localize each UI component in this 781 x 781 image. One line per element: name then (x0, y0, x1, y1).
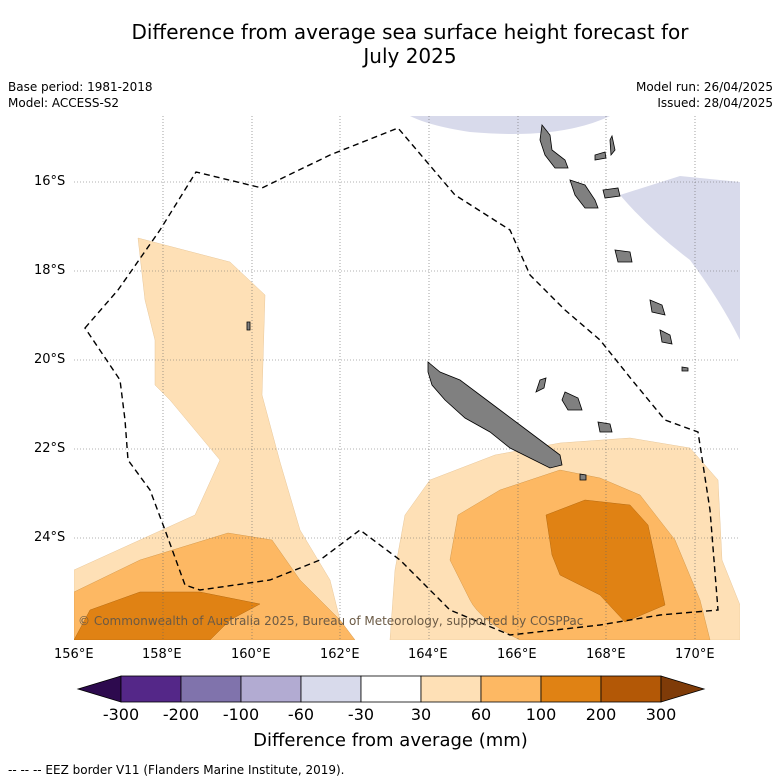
colorbar-segment (540, 675, 602, 703)
colorbar-extend-low (76, 675, 122, 703)
lat-label: 16°S (34, 174, 66, 189)
colorbar-segment (240, 675, 302, 703)
vanuatu-island-5 (602, 187, 621, 199)
lon-label: 156°E (54, 647, 94, 662)
eez-border (84, 127, 719, 636)
colorbar-tick-label: -200 (162, 705, 200, 724)
graticule (74, 116, 740, 640)
island-south (579, 473, 587, 481)
colorbar-segment (180, 675, 242, 703)
colorbar-segment (120, 675, 182, 703)
lon-label: 158°E (142, 647, 182, 662)
lat-label: 18°S (34, 263, 66, 278)
colorbar-tick-label: 300 (645, 705, 677, 724)
colorbar-tick-label: -60 (287, 705, 315, 724)
island-east-2 (659, 329, 673, 345)
eez-legend-note: -- -- -- EEZ border V11 (Flanders Marine… (8, 763, 345, 777)
anomaly-100-200-west (74, 591, 261, 640)
lon-label: 164°E (408, 647, 448, 662)
new-caledonia-island (427, 361, 563, 469)
vanuatu-island-4 (609, 134, 616, 157)
colorbar-tick-label: -100 (222, 705, 260, 724)
lon-label: 168°E (586, 647, 626, 662)
loyalty-island-1 (561, 391, 583, 411)
colorbar (76, 675, 706, 703)
colorbar-tick-label: -300 (102, 705, 140, 724)
vanuatu-island-2 (569, 179, 599, 209)
island-west (246, 321, 251, 331)
lat-label: 22°S (34, 441, 66, 456)
loyalty-island-2 (597, 421, 613, 433)
colorbar-segment (300, 675, 362, 703)
island-east-1 (649, 299, 666, 316)
title-line-2: July 2025 (363, 44, 457, 68)
colorbar-tick-label: 100 (525, 705, 557, 724)
lon-label: 162°E (320, 647, 360, 662)
title-line-1: Difference from average sea surface heig… (131, 20, 689, 44)
negative-anomaly-area-east (620, 176, 740, 340)
colorbar-segment (420, 675, 482, 703)
island-east-3 (681, 366, 689, 372)
model-name: Model: ACCESS-S2 (8, 96, 120, 110)
lon-label: 160°E (231, 647, 271, 662)
loyalty-island-3 (535, 377, 547, 393)
colorbar-segment (480, 675, 542, 703)
colorbar-tick-label: 30 (410, 705, 432, 724)
colorbar-extend-high (660, 675, 706, 703)
base-period: Base period: 1981-2018 (8, 80, 153, 94)
vanuatu-island-3 (594, 151, 607, 161)
vanuatu-island-6 (614, 249, 633, 263)
colorbar-segment (360, 675, 422, 703)
lat-label: 24°S (34, 530, 66, 545)
colorbar-tick-label: 200 (585, 705, 617, 724)
issued-date: Issued: 28/04/2025 (657, 96, 773, 110)
anomaly-30-60-west (74, 237, 346, 640)
lat-label: 20°S (34, 352, 66, 367)
copyright-notice: © Commonwealth of Australia 2025, Bureau… (78, 614, 584, 628)
anomaly-100-200-east (545, 499, 666, 623)
vanuatu-island-1 (539, 124, 569, 169)
colorbar-segment (600, 675, 662, 703)
lon-label: 166°E (497, 647, 537, 662)
colorbar-tick-label: 60 (470, 705, 492, 724)
colorbar-title: Difference from average (mm) (253, 730, 528, 751)
colorbar-tick-label: -30 (347, 705, 375, 724)
lon-label: 170°E (675, 647, 715, 662)
model-run: Model run: 26/04/2025 (635, 80, 773, 94)
negative-anomaly-area-north (410, 116, 610, 134)
